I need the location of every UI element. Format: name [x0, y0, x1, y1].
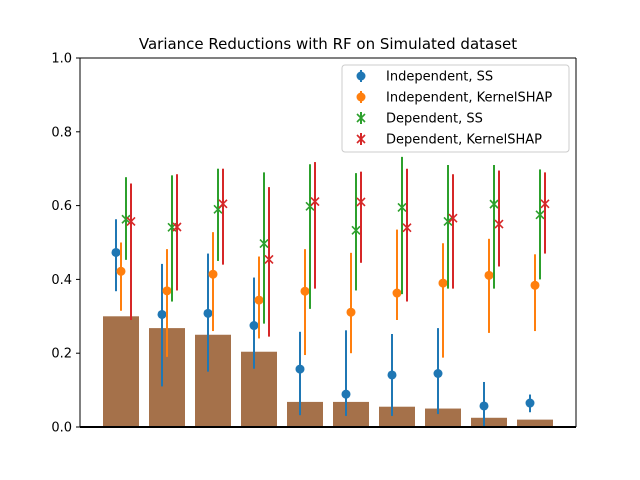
data-point	[356, 197, 366, 207]
data-point	[162, 286, 172, 296]
bar	[333, 401, 369, 427]
bar	[195, 334, 231, 427]
data-point	[402, 223, 412, 233]
y-tick-label: 0.6	[51, 199, 72, 214]
data-point	[397, 202, 407, 213]
legend-label: Independent, KernelSHAP	[386, 91, 552, 106]
data-point	[479, 401, 489, 411]
series-3	[126, 162, 550, 337]
data-point	[346, 307, 356, 317]
data-point	[264, 254, 274, 265]
y-tick-label: 0.8	[51, 125, 72, 140]
data-point	[208, 269, 218, 279]
data-point	[249, 321, 259, 331]
y-tick-label: 1.0	[51, 52, 72, 67]
data-point	[341, 389, 351, 399]
data-point	[310, 196, 320, 207]
y-tick-label: 0.4	[51, 273, 72, 288]
data-point	[443, 216, 453, 227]
legend-label: Dependent, SS	[386, 112, 483, 127]
errorbars-layer	[111, 156, 550, 427]
data-point	[484, 270, 494, 280]
bar	[379, 406, 415, 427]
data-point	[300, 286, 310, 296]
data-point	[433, 368, 443, 378]
data-point	[172, 222, 182, 232]
data-point	[525, 398, 535, 408]
data-point	[254, 295, 264, 305]
bar	[425, 408, 461, 427]
bars-layer	[103, 316, 553, 427]
data-point	[392, 288, 402, 298]
data-point	[121, 214, 131, 224]
data-point	[535, 210, 545, 220]
bar	[103, 316, 139, 427]
data-point	[116, 266, 126, 276]
data-point	[259, 239, 269, 249]
legend: Independent, SS Independent, KernelSHAP De…	[341, 64, 570, 153]
bar	[517, 419, 553, 427]
axes-layer: 0.0 0.2 0.4 0.6 0.8 1.0	[51, 52, 577, 436]
series-2	[121, 156, 545, 324]
series-1	[116, 229, 540, 358]
data-point	[111, 247, 121, 257]
data-point	[448, 213, 458, 223]
legend-marker	[356, 134, 366, 144]
legend-label: Dependent, KernelSHAP	[386, 133, 542, 148]
legend-marker	[356, 113, 366, 123]
legend-label: Independent, SS	[386, 70, 493, 85]
data-point	[295, 364, 305, 374]
bar	[241, 351, 277, 427]
legend-marker	[356, 92, 366, 102]
data-point	[489, 199, 499, 209]
data-point	[351, 225, 361, 235]
data-point	[126, 216, 136, 227]
data-point	[540, 199, 550, 209]
data-point	[387, 370, 397, 380]
legend-box	[341, 64, 570, 153]
bar	[471, 417, 507, 427]
data-point	[530, 280, 540, 290]
data-point	[438, 278, 448, 288]
y-tick-label: 0.2	[51, 347, 72, 362]
data-point	[218, 199, 228, 209]
data-point	[203, 308, 213, 318]
series-0	[111, 219, 535, 427]
data-point	[157, 309, 167, 319]
legend-marker	[356, 71, 366, 81]
bar	[287, 401, 323, 427]
y-tick-label: 0.0	[51, 421, 72, 436]
chart-title: Variance Reductions with RF on Simulated…	[139, 35, 517, 53]
data-point	[494, 219, 504, 229]
